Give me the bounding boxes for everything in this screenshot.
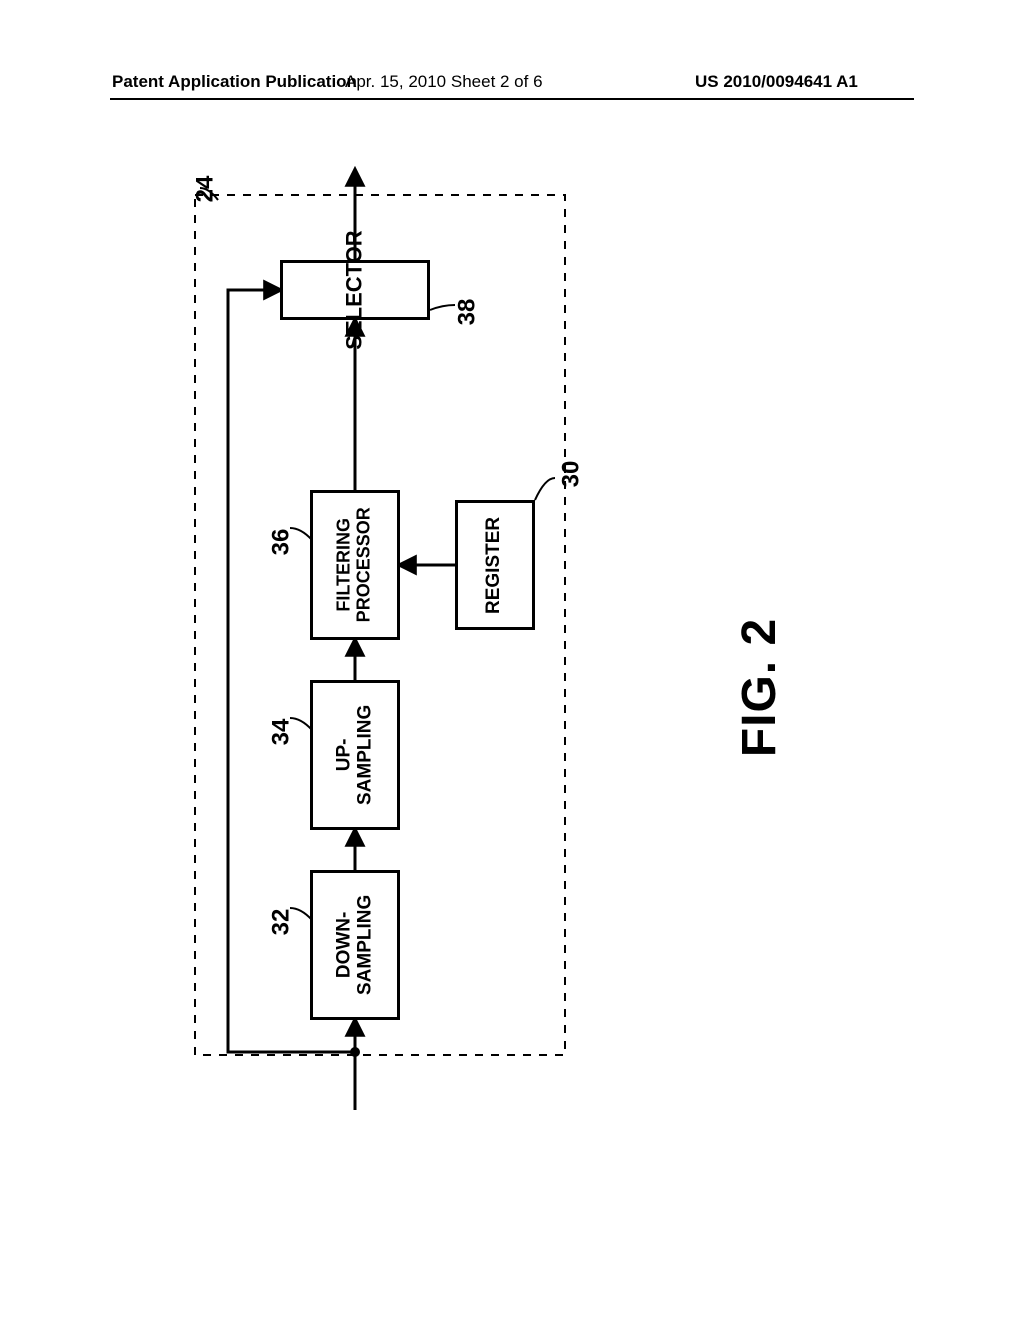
block-selector-label: SELECTOR	[342, 230, 368, 349]
block-filtering-processor: FILTERINGPROCESSOR	[310, 490, 400, 640]
page: Patent Application Publication Apr. 15, …	[0, 0, 1024, 1320]
ref-24: 24	[191, 176, 219, 203]
ref-36: 36	[267, 529, 295, 556]
block-down-sampling: DOWN-SAMPLING	[310, 870, 400, 1020]
figure-caption: FIG. 2	[732, 618, 787, 757]
diagram-svg	[0, 0, 1024, 1320]
block-down-sampling-label: DOWN-SAMPLING	[334, 895, 376, 995]
ref-34: 34	[267, 719, 295, 746]
block-register-label: REGISTER	[485, 516, 506, 613]
block-up-sampling-label: UP-SAMPLING	[334, 705, 376, 805]
block-selector: SELECTOR	[280, 260, 430, 320]
block-filtering-processor-label: FILTERINGPROCESSOR	[335, 507, 375, 622]
block-up-sampling: UP-SAMPLING	[310, 680, 400, 830]
block-register: REGISTER	[455, 500, 535, 630]
ref-32: 32	[267, 909, 295, 936]
ref-30: 30	[557, 461, 585, 488]
ref-38: 38	[453, 299, 481, 326]
